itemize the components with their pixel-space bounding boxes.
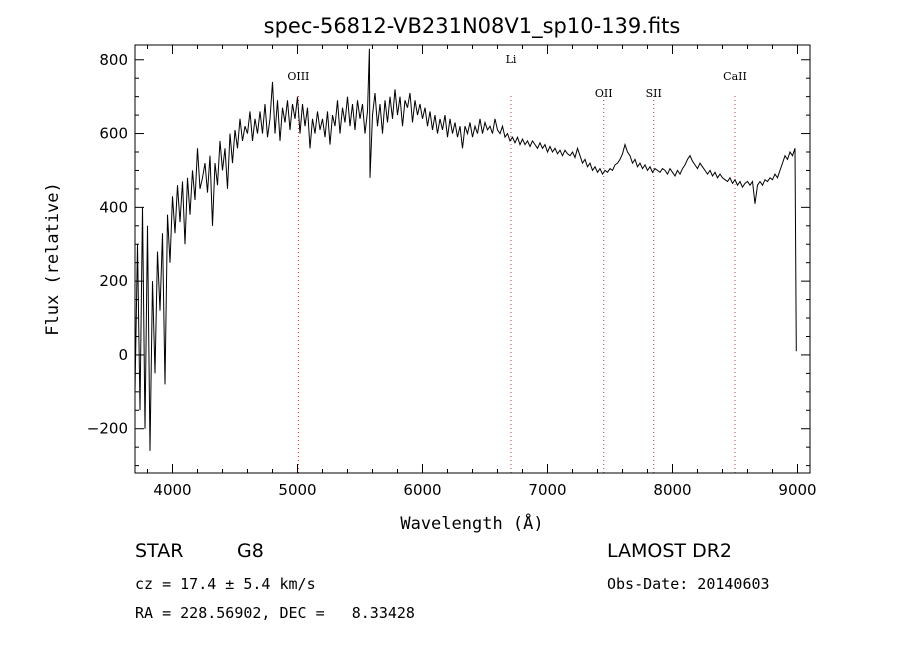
y-tick-label: 600: [99, 125, 128, 143]
y-axis-label: Flux (relative): [43, 182, 63, 336]
y-axis: −200 0 200 400 600 800: [87, 51, 810, 467]
y-tick-label: 0: [118, 346, 128, 364]
redshift-velocity: cz = 17.4 ± 5.4 km/s: [135, 575, 316, 593]
line-annotations: OIII Li OII SII CaII: [287, 53, 747, 473]
spectrum-line-0: [135, 48, 797, 451]
annotation-sii-label: SII: [646, 87, 662, 100]
x-tick-label: 9000: [778, 481, 816, 499]
coordinates: RA = 228.56902, DEC = 8.33428: [135, 604, 415, 622]
observation-date: Obs-Date: 20140603: [607, 575, 770, 593]
y-tick-label: −200: [87, 420, 128, 438]
x-tick-label: 8000: [653, 481, 691, 499]
plot-frame: [134, 44, 811, 474]
annotation-oii-label: OII: [595, 87, 613, 100]
y-tick-label: 800: [99, 51, 128, 69]
x-tick-label: 6000: [403, 481, 441, 499]
spectrum-series: [135, 48, 797, 451]
object-class: STAR: [135, 540, 184, 562]
annotation-oiii-label: OIII: [287, 70, 309, 83]
annotation-caii-label: CaII: [723, 70, 747, 83]
object-subclass: G8: [237, 540, 264, 562]
annotation-li-label: Li: [506, 53, 517, 66]
x-axis-label: Wavelength (Å): [400, 512, 543, 534]
x-tick-label: 5000: [278, 481, 316, 499]
x-axis: 4000 5000 6000 7000 8000 9000: [147, 45, 817, 499]
chart-title: spec-56812-VB231N08V1_sp10-139.fits: [264, 14, 681, 39]
x-tick-label: 7000: [528, 481, 566, 499]
x-tick-label: 4000: [153, 481, 191, 499]
y-tick-label: 200: [99, 272, 128, 290]
y-tick-label: 400: [99, 198, 128, 216]
survey-name: LAMOST DR2: [607, 540, 732, 562]
